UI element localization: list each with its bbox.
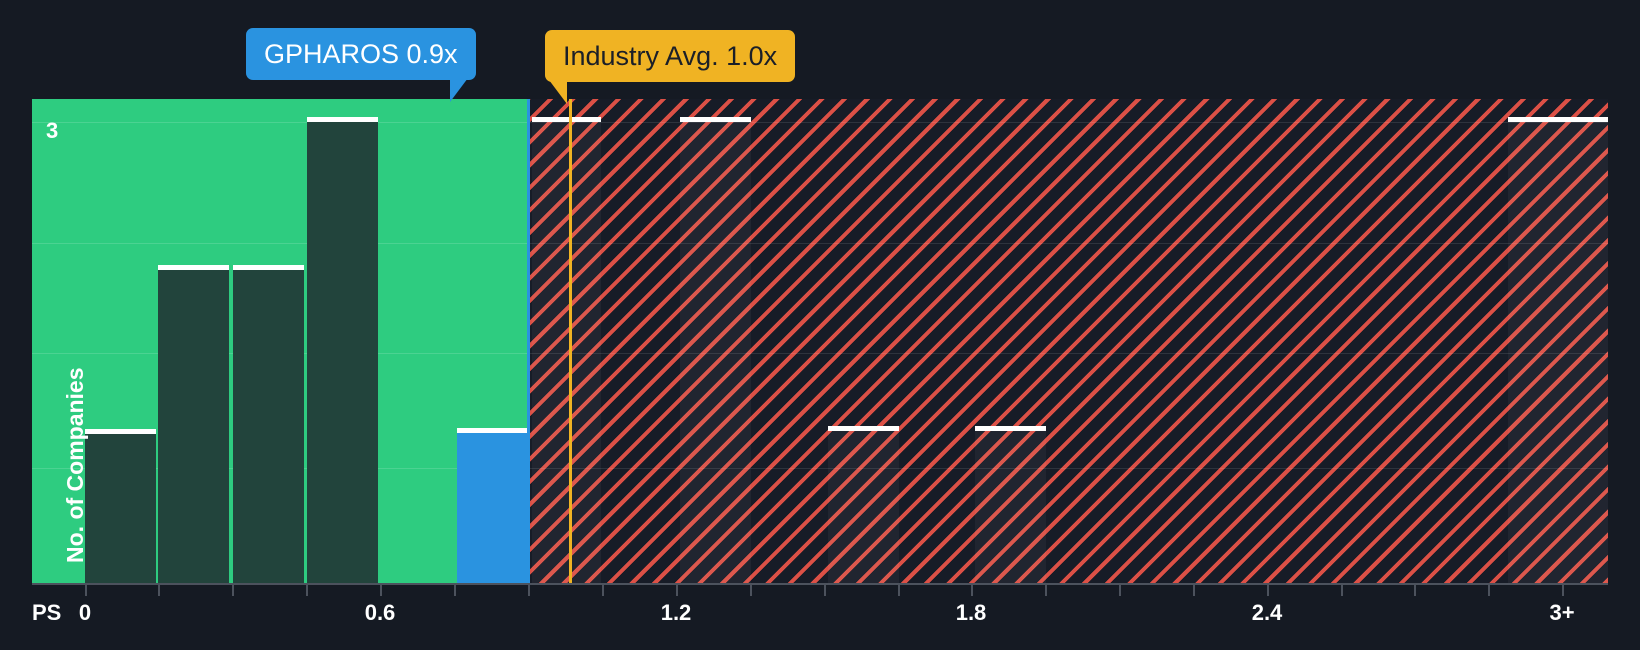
x-tick-17 (1341, 585, 1343, 596)
bar-body (1508, 122, 1608, 583)
x-tick-label-2-4: 2.4 (1251, 600, 1283, 625)
industry-average-callout[interactable]: Industry Avg. 1.0x (545, 30, 796, 104)
histogram-bars (32, 99, 1608, 583)
x-tick-1 (158, 585, 160, 596)
bar-cap (233, 265, 304, 270)
bar-cap (975, 426, 1046, 431)
bar-bin-9[interactable] (1508, 117, 1608, 583)
gridline-1-red (530, 353, 1608, 354)
x-axis-title: PS (32, 600, 62, 625)
gridline-3-red (530, 122, 1608, 123)
x-tick-6 (528, 585, 530, 596)
bar-cap (457, 428, 528, 433)
bar-body (233, 270, 304, 583)
x-tick-20 (1562, 585, 1564, 596)
x-axis-line (32, 583, 1608, 585)
x-tick-label-3-plus: 3+ (1549, 600, 1575, 625)
x-tick-13 (1045, 585, 1047, 596)
x-tick-2 (232, 585, 234, 596)
x-tick-18 (1414, 585, 1416, 596)
industry-average-callout-label: Industry Avg. 1.0x (563, 41, 778, 71)
bar-body (680, 122, 751, 583)
bar-bin-7[interactable] (828, 426, 899, 583)
bar-cap (532, 117, 601, 122)
bar-body (85, 434, 156, 583)
x-tick-15 (1193, 585, 1195, 596)
bar-body (457, 433, 528, 583)
bar-bin-0[interactable] (85, 429, 156, 583)
bar-cap (828, 426, 899, 431)
x-tick-19 (1488, 585, 1490, 596)
company-callout-label: GPHAROS 0.9x (264, 39, 458, 69)
x-tick-label-1-8: 1.8 (955, 600, 987, 625)
overvalued-zone (530, 99, 1608, 583)
callout-tail (449, 78, 468, 102)
x-tick-10 (824, 585, 826, 596)
x-tick-16 (1267, 585, 1269, 596)
x-tick-0 (85, 585, 87, 596)
bar-cap (307, 117, 378, 122)
callout-tail (549, 80, 567, 104)
x-tick-5 (454, 585, 456, 596)
bar-cap (158, 265, 229, 270)
bar-bin-5[interactable] (532, 117, 601, 583)
gridline-2-red (530, 243, 1608, 244)
bar-body (828, 431, 899, 583)
bar-body (307, 122, 378, 583)
x-tick-label-1-2: 1.2 (660, 600, 692, 625)
x-tick-8 (676, 585, 678, 596)
x-tick-14 (1119, 585, 1121, 596)
plot-area (32, 99, 1608, 583)
bar-bin-3[interactable] (307, 117, 378, 583)
bar-bin-8[interactable] (975, 426, 1046, 583)
bar-cap (1508, 117, 1608, 122)
bar-bin-company[interactable] (457, 428, 528, 583)
gridline-3 (32, 122, 530, 123)
bar-cap (85, 429, 156, 434)
x-tick-11 (898, 585, 900, 596)
bar-cap (680, 117, 751, 122)
x-tick-3 (306, 585, 308, 596)
company-marker-line (527, 99, 530, 583)
x-tick-label-0: 0 (78, 600, 92, 625)
y-tick-label-3: 3 (46, 118, 59, 143)
gridline-0-red (530, 468, 1608, 469)
bar-body (532, 122, 601, 583)
x-tick-7 (602, 585, 604, 596)
bar-bin-2[interactable] (233, 265, 304, 583)
x-tick-9 (750, 585, 752, 596)
company-callout[interactable]: GPHAROS 0.9x (246, 28, 476, 102)
bar-body (158, 270, 229, 583)
bar-bin-1[interactable] (158, 265, 229, 583)
x-tick-label-0-6: 0.6 (364, 600, 396, 625)
x-tick-4 (380, 585, 382, 596)
industry-average-marker-line (569, 99, 572, 583)
bar-body (975, 431, 1046, 583)
x-tick-12 (971, 585, 973, 596)
y-axis-title: No. of Companies (62, 367, 88, 563)
gridline-2 (32, 243, 530, 244)
bar-bin-6[interactable] (680, 117, 751, 583)
